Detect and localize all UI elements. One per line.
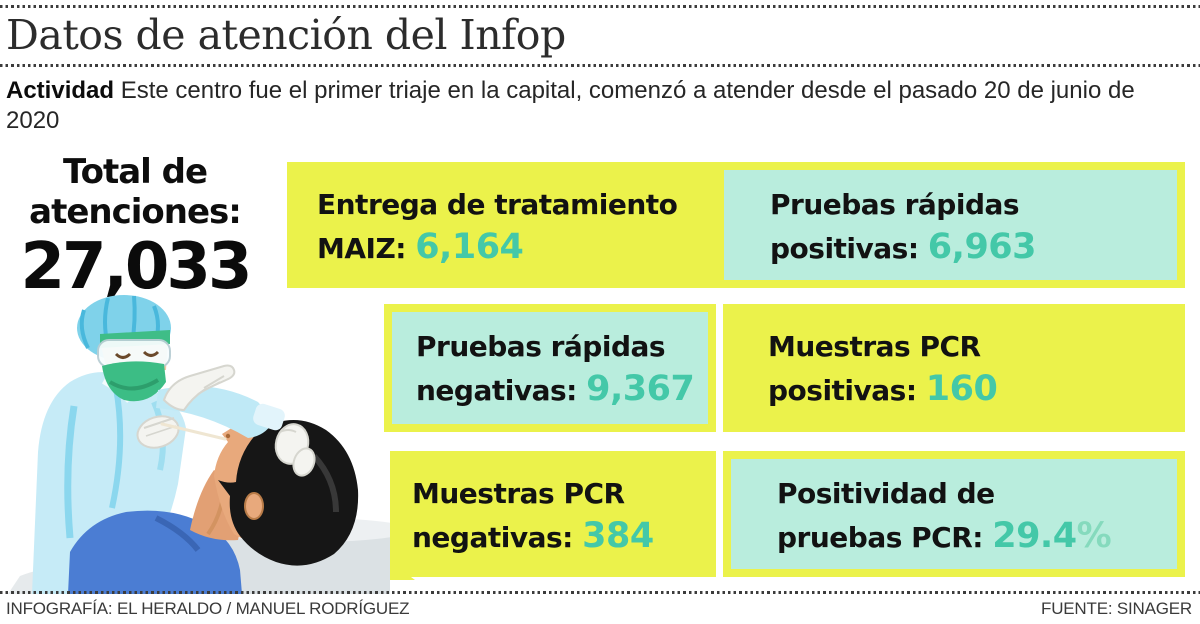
- stat-box-pruebas-rapidas-positivas: Pruebas rápidas positivas: 6,963: [716, 162, 1185, 288]
- lead-label: Actividad: [6, 77, 115, 104]
- stat-text: Muestras PCR negativas: 384: [412, 477, 654, 556]
- stat-text: Pruebas rápidas negativas: 9,367: [416, 330, 695, 409]
- nasal-swab-test-illustration: [8, 295, 390, 594]
- stat-value: 160: [925, 369, 998, 409]
- stat-value: 384: [582, 516, 654, 556]
- stat-value: 6,963: [927, 227, 1037, 267]
- stat-value-suffix: %: [1076, 516, 1112, 556]
- stat-value: 6,164: [415, 227, 524, 267]
- total-attentions-block: Total de atenciones: 27,033: [0, 152, 270, 300]
- stat-text: Muestras PCR positivas: 160: [768, 330, 998, 409]
- stat-box-muestras-pcr-positivas: Muestras PCR positivas: 160: [723, 304, 1185, 432]
- stat-box-entrega-tratamiento-maiz: Entrega de tratamiento MAIZ: 6,164: [287, 162, 716, 288]
- stat-inner-panel: Pruebas rápidas positivas: 6,963: [724, 170, 1177, 280]
- stat-value: 9,367: [586, 369, 695, 409]
- source-text: FUENTE: SINAGER: [1041, 599, 1192, 618]
- stat-inner-panel: Pruebas rápidas negativas: 9,367: [392, 312, 708, 424]
- stat-inner-panel: Positividad de pruebas PCR: 29.4%: [731, 459, 1177, 569]
- title-dotted-rule: [0, 64, 1200, 67]
- total-attentions-value: 27,033: [20, 230, 253, 304]
- stat-text: Positividad de pruebas PCR: 29.4%: [777, 477, 1112, 556]
- footer: INFOGRAFÍA: EL HERALDO / MANUEL RODRÍGUE…: [6, 599, 1192, 619]
- lead-text: Este centro fue el primer triaje en la c…: [6, 77, 1135, 134]
- total-attentions-label: Total de atenciones:: [29, 152, 242, 232]
- lead-paragraph: Actividad Este centro fue el primer tria…: [6, 76, 1174, 136]
- footer-dotted-rule: [0, 591, 1200, 594]
- stat-box-muestras-pcr-negativas: Muestras PCR negativas: 384: [377, 451, 716, 580]
- stat-text: Pruebas rápidas positivas: 6,963: [770, 188, 1037, 267]
- page-title: Datos de atención del Infop: [6, 11, 566, 59]
- stat-text: Entrega de tratamiento MAIZ: 6,164: [317, 188, 678, 267]
- credit-text: INFOGRAFÍA: EL HERALDO / MANUEL RODRÍGUE…: [6, 599, 410, 618]
- stat-box-pruebas-rapidas-negativas: Pruebas rápidas negativas: 9,367: [384, 304, 716, 432]
- stat-value: 29.4: [992, 516, 1077, 556]
- stat-box-positividad-pcr: Positividad de pruebas PCR: 29.4%: [723, 451, 1185, 577]
- top-dotted-rule: [0, 5, 1200, 8]
